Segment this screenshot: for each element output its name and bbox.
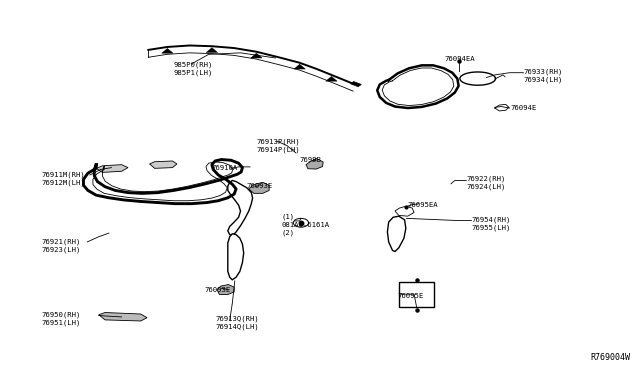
Polygon shape xyxy=(228,180,253,235)
Text: 76922(RH)
76924(LH): 76922(RH) 76924(LH) xyxy=(467,176,506,190)
Polygon shape xyxy=(217,285,234,295)
Text: 76913P(RH)
76914P(LH): 76913P(RH) 76914P(LH) xyxy=(257,138,300,153)
Polygon shape xyxy=(351,81,362,87)
Polygon shape xyxy=(228,234,244,280)
Polygon shape xyxy=(249,182,269,193)
Polygon shape xyxy=(326,76,337,81)
Text: 76921(RH)
76923(LH): 76921(RH) 76923(LH) xyxy=(42,238,81,253)
Text: 76913Q(RH)
76914Q(LH): 76913Q(RH) 76914Q(LH) xyxy=(215,315,259,330)
Text: 985P0(RH)
985P1(LH): 985P0(RH) 985P1(LH) xyxy=(173,62,213,76)
Text: (1)
081A6-6161A
(2): (1) 081A6-6161A (2) xyxy=(282,214,330,235)
Text: 76093E: 76093E xyxy=(247,183,273,189)
Polygon shape xyxy=(306,160,323,169)
Text: 76094E: 76094E xyxy=(511,105,537,111)
Text: 76933(RH)
76934(LH): 76933(RH) 76934(LH) xyxy=(524,68,563,83)
Polygon shape xyxy=(395,206,414,216)
Text: 76095EA: 76095EA xyxy=(408,202,438,208)
Text: 76094EA: 76094EA xyxy=(444,56,475,62)
Polygon shape xyxy=(206,48,218,52)
Polygon shape xyxy=(96,165,128,172)
Text: 76095E: 76095E xyxy=(397,293,424,299)
Polygon shape xyxy=(294,64,305,69)
Polygon shape xyxy=(162,48,173,53)
Text: 76950(RH)
76951(LH): 76950(RH) 76951(LH) xyxy=(42,311,81,326)
Bar xyxy=(399,282,435,307)
Text: R769004W: R769004W xyxy=(590,353,630,362)
Polygon shape xyxy=(150,161,177,169)
Text: 76093E: 76093E xyxy=(204,287,230,293)
Text: 76954(RH)
76955(LH): 76954(RH) 76955(LH) xyxy=(471,216,511,231)
Polygon shape xyxy=(251,53,262,58)
Polygon shape xyxy=(387,216,406,251)
Polygon shape xyxy=(99,312,147,321)
Text: 7699B: 7699B xyxy=(300,157,321,163)
Text: 76910A: 76910A xyxy=(212,165,238,171)
Text: 76911M(RH)
76912M(LH): 76911M(RH) 76912M(LH) xyxy=(42,171,85,186)
